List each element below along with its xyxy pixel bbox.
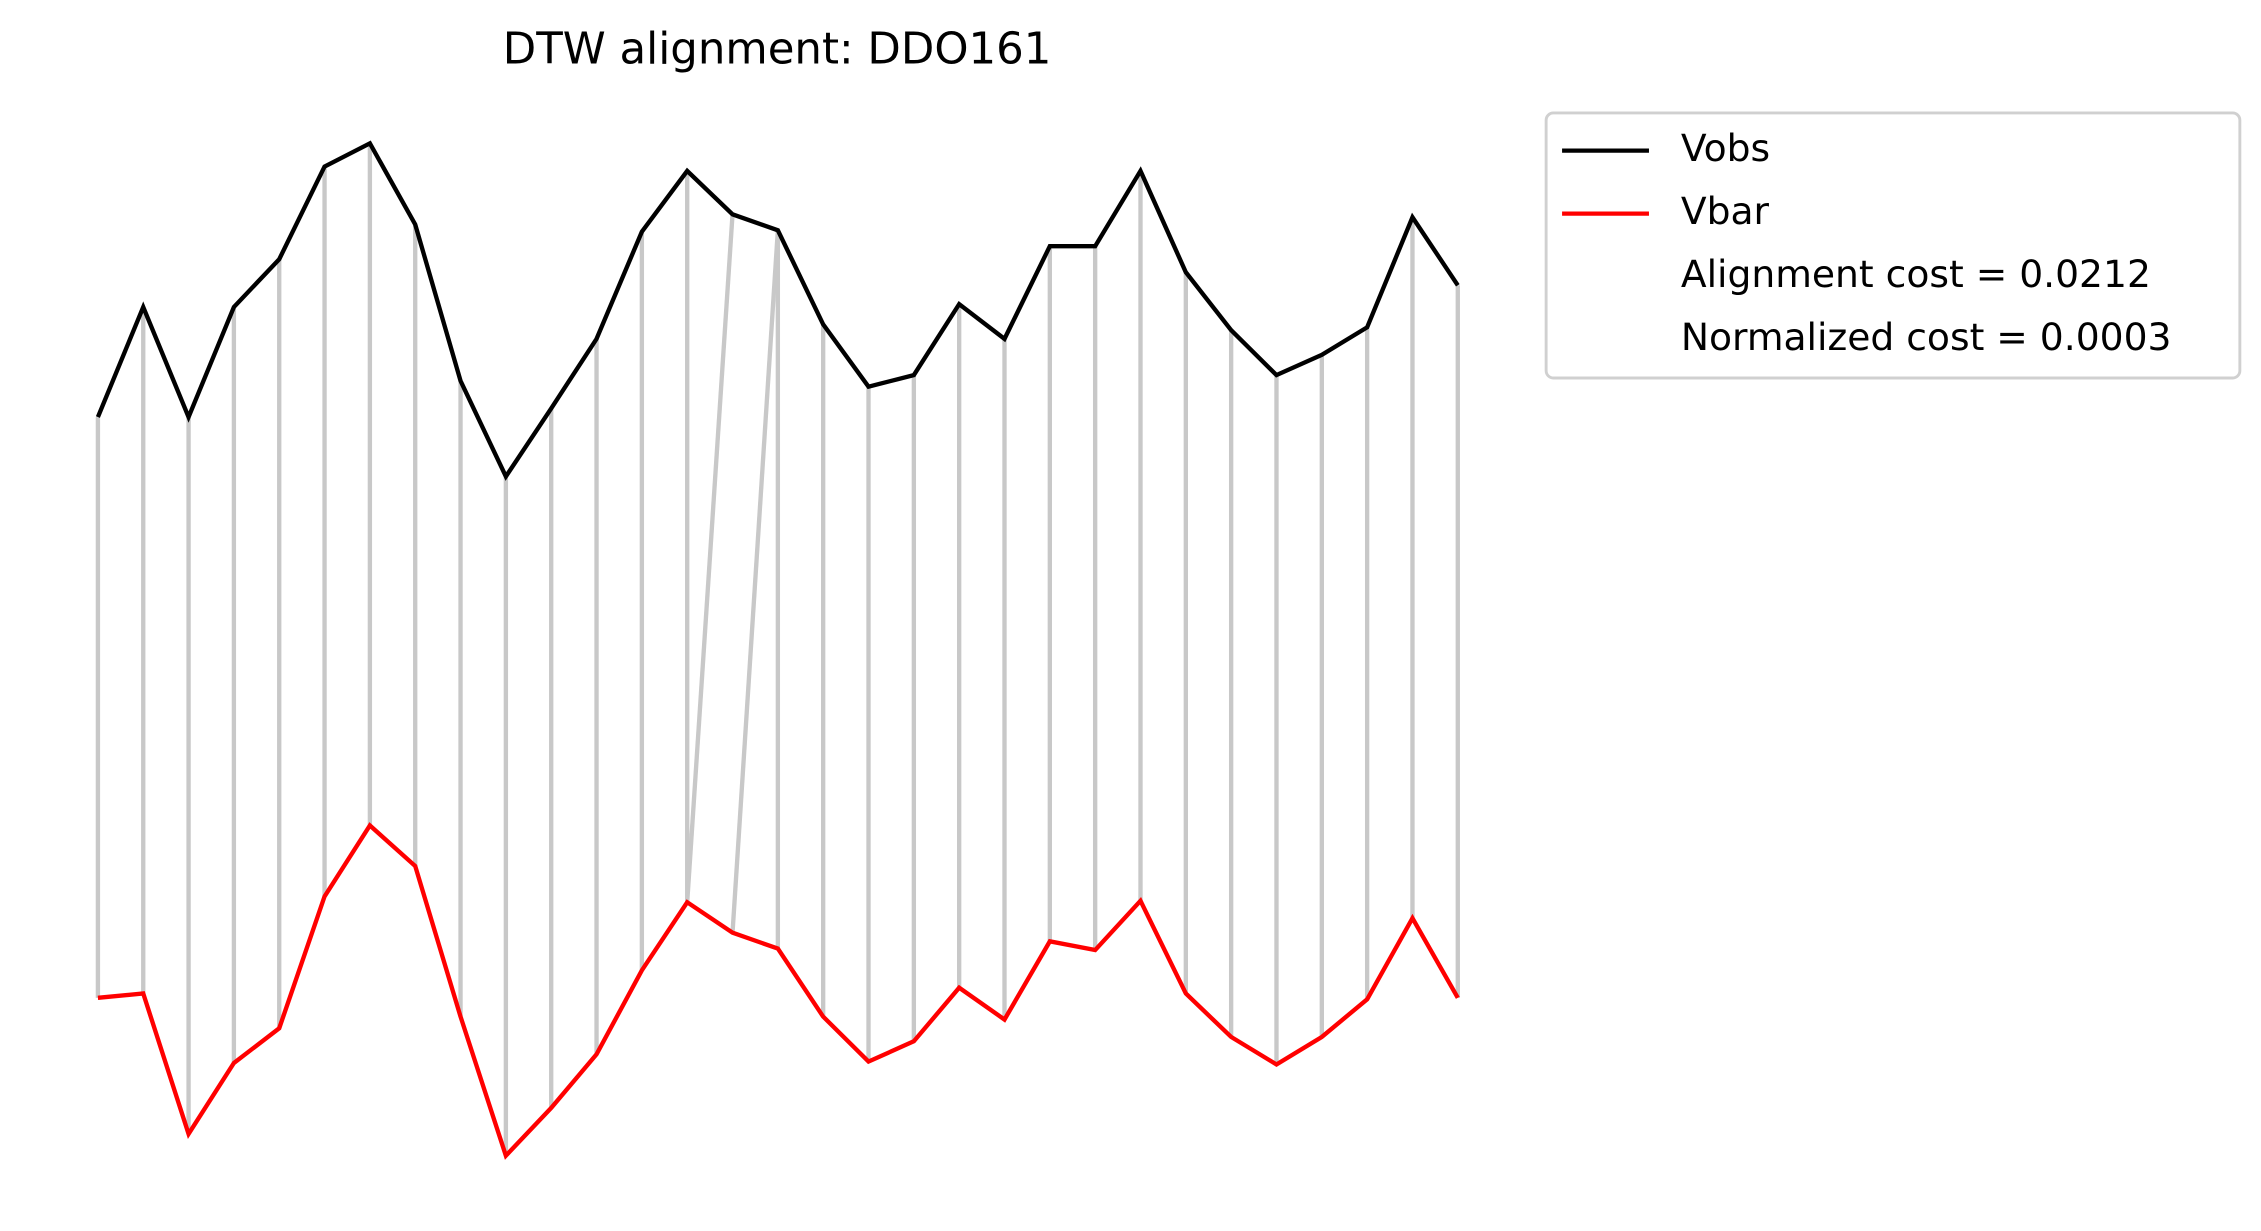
series-line <box>95 140 1460 481</box>
series-lines <box>95 140 1460 1160</box>
legend-text: Normalized cost = 0.0003 <box>1681 315 2172 359</box>
legend-label: Vbar <box>1681 189 1770 233</box>
legend-label: Vobs <box>1681 126 1770 170</box>
legend: Vobs Vbar Alignment cost = 0.0212 Normalize… <box>1544 111 2242 380</box>
alignment-link <box>730 230 781 933</box>
chart-title: DTW alignment: DDO161 <box>503 25 1052 75</box>
legend-frame <box>1544 111 2242 380</box>
series-line <box>97 822 1460 1160</box>
legend-text: Alignment cost = 0.0212 <box>1681 252 2151 296</box>
alignment-link <box>685 214 735 903</box>
alignment-links <box>95 143 1460 1156</box>
